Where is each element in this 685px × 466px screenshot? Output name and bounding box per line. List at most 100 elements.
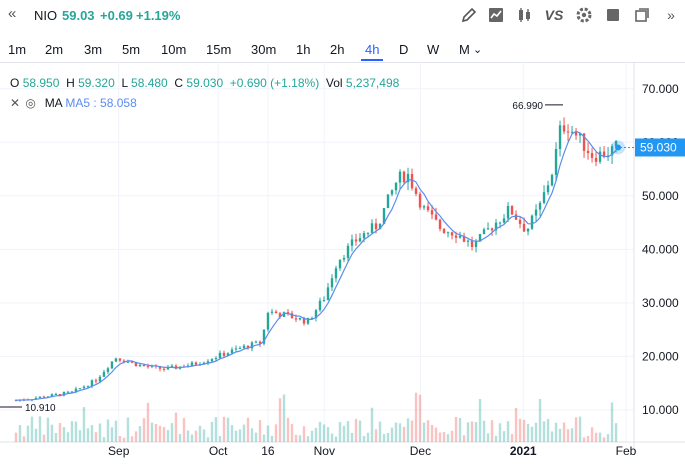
candle-body xyxy=(526,228,530,232)
timeframe-10m[interactable]: 10m xyxy=(161,42,187,57)
candle-body xyxy=(70,391,74,393)
volume-bar xyxy=(410,420,414,442)
volume-bar xyxy=(350,432,354,442)
candle-body xyxy=(62,392,66,396)
volume-bar xyxy=(550,431,554,442)
price-chart[interactable]: 10.00020.00030.00040.00050.00060.00070.0… xyxy=(0,62,685,466)
volume-bar xyxy=(378,421,382,442)
eye-icon[interactable]: ◎ xyxy=(25,96,36,110)
popout-icon[interactable] xyxy=(633,6,651,24)
candle-body xyxy=(550,174,554,186)
volume-bar xyxy=(406,418,410,442)
x-tick-label: Sep xyxy=(108,444,130,458)
candle-body xyxy=(326,287,330,300)
volume-bar xyxy=(466,422,470,442)
candle-body xyxy=(374,223,378,230)
ma-value: MA5 : 58.058 xyxy=(65,96,137,110)
candle-body xyxy=(450,232,454,236)
candle-body xyxy=(250,342,254,349)
collapse-icon[interactable]: « xyxy=(8,5,17,22)
timeframe-3m[interactable]: 3m xyxy=(84,42,103,57)
gear-icon[interactable] xyxy=(575,6,593,24)
volume-bar xyxy=(38,416,42,442)
candle-body xyxy=(126,361,130,363)
candle-body xyxy=(286,312,290,314)
volume-bar xyxy=(30,416,34,442)
price-change-percent: +1.19% xyxy=(136,8,181,23)
candle-body xyxy=(518,219,522,224)
volume-bar xyxy=(462,435,466,442)
candle-body xyxy=(410,173,414,189)
candle-body xyxy=(338,259,342,269)
chart-line-icon[interactable] xyxy=(487,6,505,24)
candle-body xyxy=(570,131,574,133)
volume-bar xyxy=(314,427,318,442)
candle-body xyxy=(114,358,118,362)
candle-body xyxy=(66,391,70,393)
volume-bar xyxy=(518,418,522,442)
candle-body xyxy=(170,365,174,367)
timeframe-1h[interactable]: 1h xyxy=(296,42,311,57)
timeframe-30m[interactable]: 30m xyxy=(251,42,277,57)
volume-bar xyxy=(422,422,426,442)
volume-bar xyxy=(82,407,86,442)
volume-bar xyxy=(386,433,390,442)
timeframe-1m[interactable]: 1m xyxy=(8,42,27,57)
volume-bar xyxy=(302,426,306,442)
candle-body xyxy=(86,386,90,388)
timeframe-2h[interactable]: 2h xyxy=(330,42,345,57)
candle-body xyxy=(462,235,466,242)
timeframe-m[interactable]: M xyxy=(459,42,470,57)
candle-body xyxy=(282,312,286,318)
volume-bar xyxy=(282,394,286,442)
timeframe-w[interactable]: W xyxy=(427,42,440,57)
candle-body xyxy=(414,188,418,194)
close-icon[interactable]: ✕ xyxy=(10,96,21,110)
volume-bar xyxy=(542,421,546,442)
candle-body xyxy=(206,361,210,363)
candle-body xyxy=(314,310,318,318)
candle-body xyxy=(302,317,306,324)
volume-bar xyxy=(442,431,446,442)
candle-body xyxy=(210,359,214,362)
timeframe-dropdown-icon[interactable]: ⌄ xyxy=(473,44,483,56)
candle-body xyxy=(370,223,374,233)
candle-body xyxy=(406,173,410,183)
candle-body xyxy=(582,133,586,151)
candle-body xyxy=(174,365,178,369)
candle-body xyxy=(294,318,298,320)
candles-icon[interactable] xyxy=(515,6,533,24)
volume-bar xyxy=(394,422,398,442)
volume-bar xyxy=(98,423,102,442)
candle-body xyxy=(482,229,486,234)
candle-body xyxy=(522,223,526,232)
volume-bar xyxy=(182,418,186,442)
volume-bar xyxy=(298,435,302,442)
candle-body xyxy=(194,362,198,365)
timeframe-5m[interactable]: 5m xyxy=(122,42,141,57)
symbol-name[interactable]: NIO xyxy=(34,8,58,23)
volume-bar xyxy=(110,427,114,442)
volume-bar xyxy=(346,421,350,442)
y-tick-label: 70.000 xyxy=(642,82,679,96)
timeframe-d[interactable]: D xyxy=(399,42,409,57)
volume-bar xyxy=(554,422,558,442)
fullscreen-icon[interactable] xyxy=(604,6,622,24)
timeframe-15m[interactable]: 15m xyxy=(206,42,232,57)
compare-icon[interactable]: VS xyxy=(544,7,564,23)
timeframe-4h[interactable]: 4h xyxy=(365,42,380,57)
candle-body xyxy=(614,141,618,147)
candle-body xyxy=(578,133,582,136)
high-label: H xyxy=(66,76,75,90)
candle-body xyxy=(130,361,134,363)
volume-bar xyxy=(202,429,206,442)
pencil-icon[interactable] xyxy=(460,6,478,24)
expand-right-icon[interactable]: » xyxy=(667,7,675,23)
candle-body xyxy=(118,358,122,361)
candle-body xyxy=(594,157,598,162)
candle-body xyxy=(258,341,262,344)
candle-body xyxy=(38,396,42,398)
volume-bar xyxy=(70,421,74,442)
timeframe-2m[interactable]: 2m xyxy=(45,42,64,57)
volume-bar xyxy=(118,436,122,442)
